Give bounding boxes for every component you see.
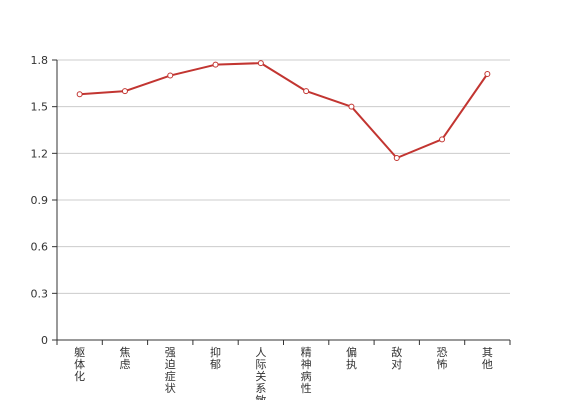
y-tick-label: 0.3 [31,287,49,300]
x-tick-label: 恐怖 [437,346,448,371]
x-tick-label: 人际关系敏感 [255,346,266,400]
y-tick-label: 1.2 [31,147,49,160]
x-tick-label: 其他 [482,346,493,371]
grid-lines [57,59,510,294]
series [76,60,491,161]
x-tick-label: 焦虑 [119,346,130,371]
data-point[interactable] [393,155,400,161]
y-tick-label: 1.5 [31,101,49,114]
series-line [79,62,489,159]
data-point[interactable] [212,61,219,68]
x-tick-label: 抑郁 [210,345,221,371]
x-tick-label: 躯体化 [74,346,85,383]
x-tick-label: 强迫症状 [165,346,176,395]
y-tick-label: 1.8 [31,54,49,67]
data-point[interactable] [439,136,446,143]
data-point[interactable] [484,71,491,77]
y-tick-label: 0.6 [31,241,49,254]
x-tick-label: 敌对 [391,345,402,371]
data-point[interactable] [121,88,128,95]
x-tick-label: 偏执 [346,345,357,371]
y-tick-label: 0 [41,334,48,347]
data-point[interactable] [76,91,83,98]
x-tick-labels: 躯体化 焦虑 强迫症状 抑郁 人际关系敏感 精神病性 偏执 敌对 恐怖 其他 [74,345,493,400]
data-point[interactable] [303,88,310,95]
y-tick-label: 0.9 [31,194,49,207]
x-tick-label: 精神病性 [301,346,312,395]
data-point[interactable] [348,103,355,110]
data-point[interactable] [257,60,264,67]
y-tick-labels: 0 0.3 0.6 0.9 1.2 1.5 1.8 [31,54,49,347]
data-point[interactable] [167,72,174,79]
axes [52,59,511,345]
